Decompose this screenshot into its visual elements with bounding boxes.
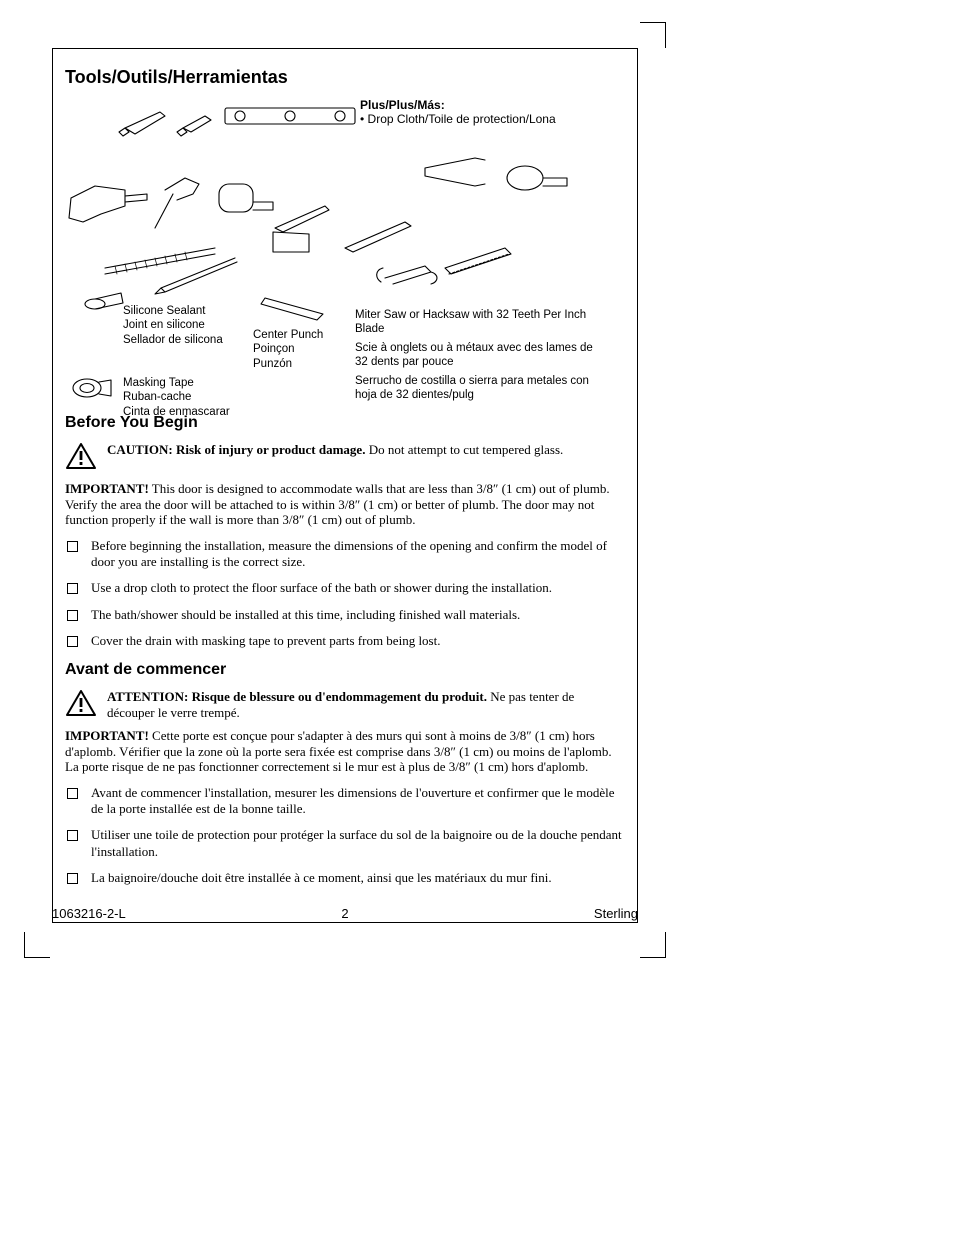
label-line: Miter Saw or Hacksaw with 32 Teeth Per I… — [355, 308, 605, 337]
list-item: Use a drop cloth to protect the floor su… — [85, 580, 625, 596]
checklist-fr: Avant de commencer l'installation, mesur… — [65, 785, 625, 886]
page-frame: Tools/Outils/Herramientas — [52, 48, 638, 923]
caution-text-fr: ATTENTION: Risque de blessure ou d'endom… — [107, 689, 625, 722]
list-item: Before beginning the installation, measu… — [85, 538, 625, 571]
before-fr-heading: Avant de commencer — [65, 661, 625, 679]
label-line: Silicone Sealant — [123, 304, 223, 318]
footer-docnum: 1063216-2-L — [52, 906, 126, 921]
tools-heading: Tools/Outils/Herramientas — [65, 67, 625, 88]
label-line: Joint en silicone — [123, 318, 223, 332]
footer-pagenum: 2 — [341, 906, 348, 921]
label-masking-tape: Masking Tape Ruban-cache Cinta de enmasc… — [123, 376, 230, 419]
label-line: Center Punch — [253, 328, 323, 342]
label-line: Ruban-cache — [123, 390, 230, 404]
label-silicone: Silicone Sealant Joint en silicone Sella… — [123, 304, 223, 347]
important-bold: IMPORTANT! — [65, 481, 149, 496]
caution-row-en: CAUTION: Risk of injury or product damag… — [65, 442, 625, 475]
list-item: The bath/shower should be installed at t… — [85, 607, 625, 623]
caution-bold: CAUTION: Risk of injury or product damag… — [107, 442, 365, 457]
label-line: Sellador de silicona — [123, 333, 223, 347]
label-center-punch: Center Punch Poinçon Punzón — [253, 328, 323, 371]
plus-block: Plus/Plus/Más: • Drop Cloth/Toile de pro… — [360, 98, 580, 126]
crop-mark — [640, 932, 666, 958]
label-line: Masking Tape — [123, 376, 230, 390]
label-line: Serrucho de costilla o sierra para metal… — [355, 374, 605, 403]
warning-icon — [65, 689, 97, 722]
plus-title: Plus/Plus/Más: — [360, 98, 580, 112]
caution-rest: Do not attempt to cut tempered glass. — [365, 442, 563, 457]
label-line: Poinçon — [253, 342, 323, 356]
plus-item: • Drop Cloth/Toile de protection/Lona — [360, 112, 580, 126]
label-line: Scie à onglets ou à métaux avec des lame… — [355, 341, 605, 370]
caution-text-en: CAUTION: Risk of injury or product damag… — [107, 442, 563, 458]
tools-illustration-area: Plus/Plus/Más: • Drop Cloth/Toile de pro… — [65, 98, 625, 408]
crop-mark — [24, 932, 50, 958]
list-item: Cover the drain with masking tape to pre… — [85, 633, 625, 649]
important-bold: IMPORTANT! — [65, 728, 149, 743]
label-line: Punzón — [253, 357, 323, 371]
label-saw: Miter Saw or Hacksaw with 32 Teeth Per I… — [355, 308, 605, 402]
important-en: IMPORTANT! This door is designed to acco… — [65, 481, 625, 528]
checklist-en: Before beginning the installation, measu… — [65, 538, 625, 649]
caution-row-fr: ATTENTION: Risque de blessure ou d'endom… — [65, 689, 625, 722]
list-item: La baignoire/douche doit être installée … — [85, 870, 625, 886]
list-item: Avant de commencer l'installation, mesur… — [85, 785, 625, 818]
important-fr: IMPORTANT! Cette porte est conçue pour s… — [65, 728, 625, 775]
caution-bold: ATTENTION: Risque de blessure ou d'endom… — [107, 689, 487, 704]
list-item: Utiliser une toile de protection pour pr… — [85, 827, 625, 860]
footer-brand: Sterling — [594, 906, 638, 921]
label-line: Cinta de enmascarar — [123, 405, 230, 419]
warning-icon — [65, 442, 97, 475]
crop-mark — [640, 22, 666, 48]
